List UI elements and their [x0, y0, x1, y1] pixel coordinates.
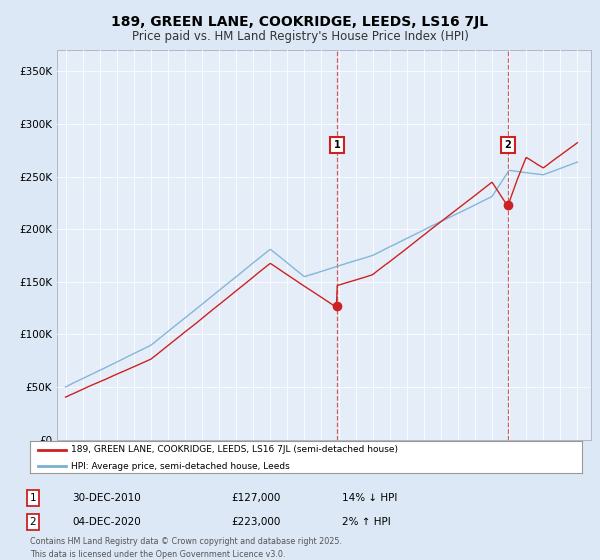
Text: 2: 2 [505, 140, 511, 150]
Text: 189, GREEN LANE, COOKRIDGE, LEEDS, LS16 7JL: 189, GREEN LANE, COOKRIDGE, LEEDS, LS16 … [112, 15, 488, 29]
Text: 2: 2 [29, 517, 37, 527]
Text: 2% ↑ HPI: 2% ↑ HPI [342, 517, 391, 527]
Text: Contains HM Land Registry data © Crown copyright and database right 2025.
This d: Contains HM Land Registry data © Crown c… [30, 536, 342, 559]
Text: HPI: Average price, semi-detached house, Leeds: HPI: Average price, semi-detached house,… [71, 461, 290, 470]
Text: 1: 1 [29, 493, 37, 503]
Text: 1: 1 [334, 140, 341, 150]
Text: 189, GREEN LANE, COOKRIDGE, LEEDS, LS16 7JL (semi-detached house): 189, GREEN LANE, COOKRIDGE, LEEDS, LS16 … [71, 445, 398, 454]
Text: 14% ↓ HPI: 14% ↓ HPI [342, 493, 397, 503]
Text: £127,000: £127,000 [231, 493, 280, 503]
Text: 04-DEC-2020: 04-DEC-2020 [72, 517, 141, 527]
Text: 30-DEC-2010: 30-DEC-2010 [72, 493, 141, 503]
Text: £223,000: £223,000 [231, 517, 280, 527]
Text: Price paid vs. HM Land Registry's House Price Index (HPI): Price paid vs. HM Land Registry's House … [131, 30, 469, 43]
